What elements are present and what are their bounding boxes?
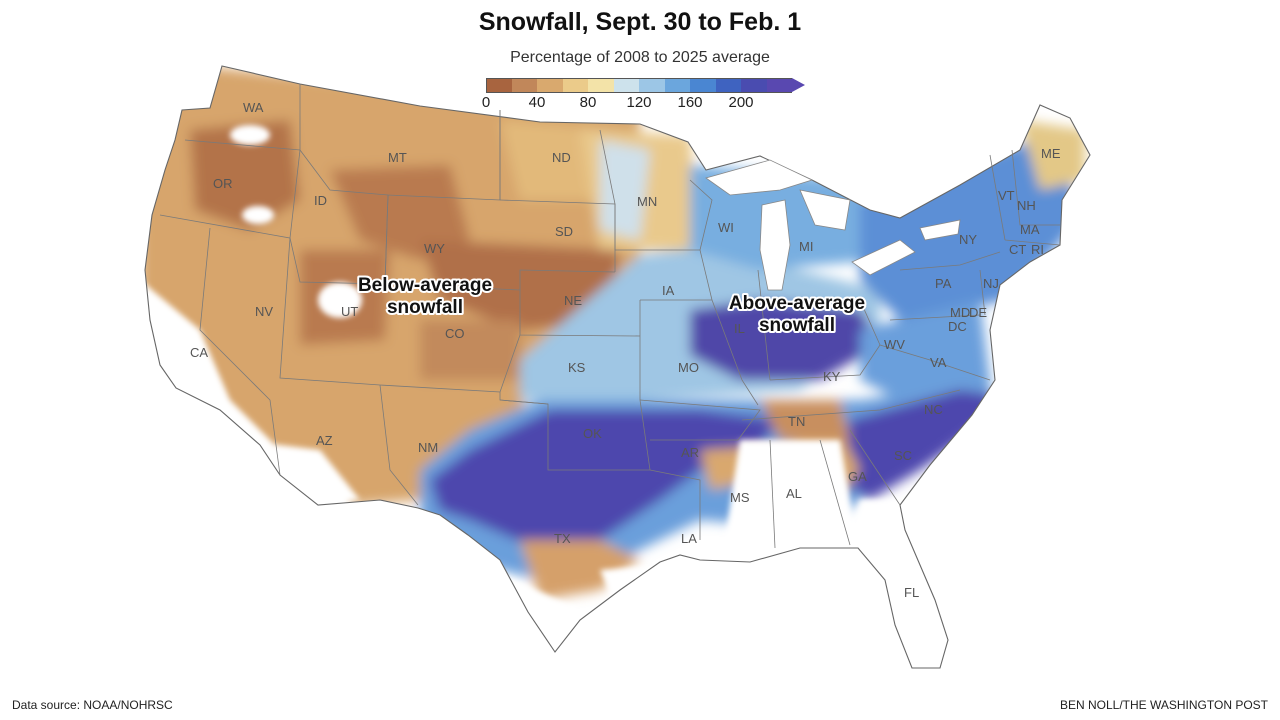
color-legend: 0 40 80 120 160 200 [480, 74, 820, 114]
legend-swatch-8 [690, 78, 716, 93]
state-borders [159, 84, 1061, 549]
state-label-ca: CA [190, 345, 208, 360]
state-label-nm: NM [418, 440, 438, 455]
legend-tick-0: 0 [481, 94, 491, 111]
state-label-sc: SC [894, 448, 912, 463]
state-label-tx: TX [554, 531, 571, 546]
state-label-va: VA [930, 355, 947, 370]
state-label-nd: ND [552, 150, 571, 165]
annotation-below-line1: Below-average [358, 275, 492, 296]
state-label-fl: FL [904, 585, 919, 600]
state-label-pa: PA [935, 276, 952, 291]
legend-tick-160: 160 [677, 94, 703, 111]
legend-swatch-11 [766, 78, 792, 93]
state-label-md: MD [950, 305, 970, 320]
legend-swatch-1 [511, 78, 537, 93]
state-label-nc: NC [924, 402, 943, 417]
state-label-ri: RI [1031, 242, 1044, 257]
state-label-wv: WV [884, 337, 905, 352]
legend-tick-80: 80 [579, 94, 597, 111]
legend-swatch-9 [715, 78, 741, 93]
state-label-ia: IA [662, 283, 675, 298]
state-labels: WA OR ID MT WY NV UT CA CO AZ NM ND SD N… [190, 100, 1061, 600]
annotation-below-average: Below-average snowfall [356, 273, 494, 320]
legend-swatch-0 [486, 78, 512, 93]
state-label-vt: VT [998, 188, 1015, 203]
map-subtitle: Percentage of 2008 to 2025 average [510, 49, 770, 66]
legend-swatch-6 [639, 78, 665, 93]
state-label-co: CO [445, 326, 465, 341]
state-label-or: OR [213, 176, 233, 191]
state-label-nv: NV [255, 304, 273, 319]
state-label-ne: NE [564, 293, 582, 308]
great-lakes [705, 159, 961, 291]
state-label-tn: TN [788, 414, 805, 429]
state-label-nj: NJ [983, 276, 999, 291]
legend-swatch-4 [588, 78, 614, 93]
legend-swatch-3 [562, 78, 588, 93]
state-label-mn: MN [637, 194, 657, 209]
legend-swatch-10 [741, 78, 767, 93]
state-label-la: LA [681, 531, 697, 546]
state-label-ut: UT [341, 304, 358, 319]
annotation-above-line1: Above-average [729, 293, 865, 314]
annotation-above-line2: snowfall [759, 315, 835, 336]
state-label-az: AZ [316, 433, 333, 448]
annotation-above-average: Above-average snowfall [727, 291, 867, 338]
legend-tick-40: 40 [528, 94, 546, 111]
state-label-ga: GA [848, 469, 867, 484]
state-label-sd: SD [555, 224, 573, 239]
legend-swatch-5 [613, 78, 639, 93]
state-label-ks: KS [568, 360, 586, 375]
state-label-id: ID [314, 193, 327, 208]
credit-line: BEN NOLL/THE WASHINGTON POST [1059, 698, 1268, 712]
state-label-wa: WA [243, 100, 264, 115]
state-label-me: ME [1041, 146, 1061, 161]
state-label-mi: MI [799, 239, 813, 254]
state-label-de: DE [969, 305, 987, 320]
annotation-below-line2: snowfall [387, 297, 463, 318]
state-label-ky: KY [823, 369, 841, 384]
legend-tick-120: 120 [626, 94, 652, 111]
state-label-ar: AR [681, 445, 699, 460]
legend-arrow [792, 78, 805, 92]
state-label-ms: MS [730, 490, 750, 505]
legend-swatch-7 [664, 78, 690, 93]
legend-tick-200: 200 [728, 94, 754, 111]
legend-outline [486, 78, 792, 93]
state-label-il: IL [734, 321, 745, 336]
legend-swatch-2 [537, 78, 563, 93]
state-label-ma: MA [1020, 222, 1040, 237]
state-label-dc: DC [948, 319, 967, 334]
state-label-al: AL [786, 486, 802, 501]
state-label-mo: MO [678, 360, 699, 375]
state-label-ny: NY [959, 232, 977, 247]
legend-color-bar [486, 78, 792, 93]
state-label-ct: CT [1009, 242, 1026, 257]
map-title: Snowfall, Sept. 30 to Feb. 1 [478, 8, 802, 36]
state-label-wi: WI [718, 220, 734, 235]
state-label-mt: MT [388, 150, 407, 165]
state-label-ok: OK [583, 426, 602, 441]
state-label-nh: NH [1017, 198, 1036, 213]
data-source: Data source: NOAA/NOHRSC [12, 698, 173, 712]
state-label-wy: WY [424, 241, 445, 256]
